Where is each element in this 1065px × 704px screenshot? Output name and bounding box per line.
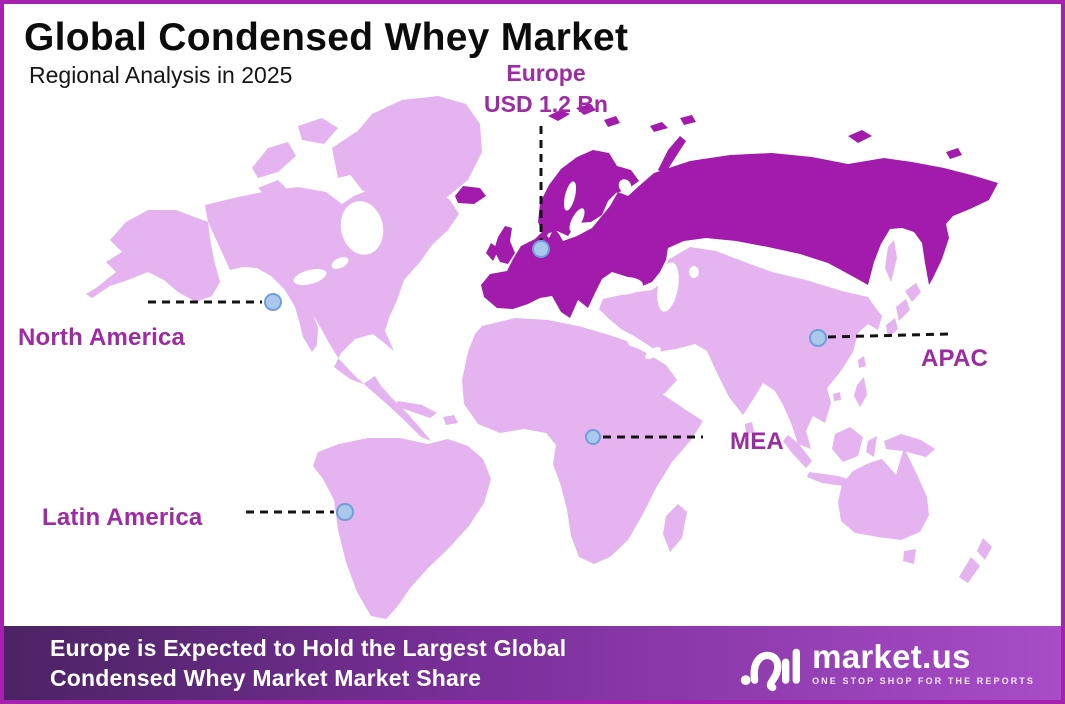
region-label-north-america: North America: [18, 324, 186, 351]
sea-st-lawrence: [331, 257, 349, 269]
location-markers: [264, 240, 827, 521]
landmass-arabia: [619, 344, 677, 405]
sea-bothnia: [563, 181, 577, 211]
brand-tagline: ONE STOP SHOP FOR THE REPORTS: [812, 676, 1035, 686]
connector-apac: [827, 332, 949, 339]
region-label-apac: APAC: [921, 345, 989, 372]
landmass-madagascar: [663, 504, 687, 552]
marker-mea: [585, 429, 601, 445]
inland-seas: [293, 179, 699, 360]
footer-headline-line1: Europe is Expected to Hold the Largest G…: [50, 634, 567, 661]
landmass-scandinavia: [538, 150, 639, 238]
sea-white-sea: [618, 179, 632, 193]
region-label-latin-america: Latin America: [42, 504, 203, 531]
sea-baltic: [569, 208, 585, 232]
marker-latin-america: [336, 503, 354, 521]
region-highlight-europe: [455, 104, 998, 318]
page-subtitle: Regional Analysis in 2025: [29, 62, 293, 88]
sea-caspian: [657, 262, 679, 312]
landmass-japan: [886, 283, 921, 338]
region-name-europe: Europe: [506, 60, 586, 86]
sea-persian-gulf: [645, 346, 661, 360]
world-map: [86, 96, 998, 619]
landmass-caribbean: [395, 401, 458, 425]
landmass-southeast-asia: [783, 377, 935, 487]
sea-black-sea: [601, 276, 643, 296]
marker-apac: [809, 329, 827, 347]
page-title: Global Condensed Whey Market: [24, 16, 629, 59]
sea-hudson-bay: [340, 201, 384, 255]
landmass-europe-russia: [481, 153, 998, 318]
landmass-british-isles: [486, 226, 515, 264]
brand-logo: market.us ONE STOP SHOP FOR THE REPORTS: [740, 634, 1061, 692]
brand-name: market.us: [812, 638, 971, 675]
connector-lines: [148, 126, 949, 514]
landmass-australia: [838, 448, 992, 583]
landmass-sakhalin: [885, 240, 897, 282]
landmass-iceland: [455, 186, 486, 204]
landmass-north-america: [205, 176, 459, 441]
marker-europe: [532, 240, 550, 258]
market-us-logo-icon: [740, 648, 801, 692]
region-label-mea: MEA: [730, 428, 784, 455]
landmass-alaska: [86, 210, 220, 302]
sea-aral: [689, 266, 699, 278]
landmass-arctic-russia-islands: [548, 104, 962, 159]
footer-banner: Europe is Expected to Hold the Largest G…: [4, 626, 1061, 700]
region-value-europe: USD 1.2 Bn: [484, 91, 608, 117]
region-label-europe: Europe USD 1.2 Bn: [451, 60, 641, 118]
sea-great-lakes: [293, 268, 327, 286]
footer-headline-line2: Condensed Whey Market Market Share: [50, 665, 482, 691]
landmass-south-america: [313, 438, 491, 619]
footer-headline: Europe is Expected to Hold the Largest G…: [4, 633, 566, 694]
brand-text: market.us ONE STOP SHOP FOR THE REPORTS: [812, 640, 1035, 686]
landmass-novaya-zemlya: [658, 136, 686, 174]
landmass-greenland: [345, 96, 482, 206]
landmass-arctic-islands: [252, 118, 374, 200]
marker-north-america: [264, 293, 282, 311]
